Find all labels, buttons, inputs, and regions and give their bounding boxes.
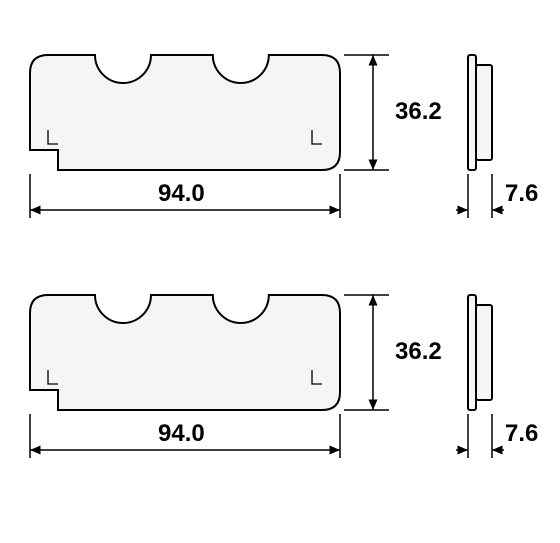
pad2-height-label: 36.2	[395, 338, 442, 366]
pad2-thickness-label: 7.6	[505, 420, 538, 448]
pad2-width-label: 94.0	[158, 420, 205, 448]
pad1-width-label: 94.0	[158, 180, 205, 208]
drawing-svg	[0, 0, 560, 543]
brake-pad-diagram: 36.2 94.0 7.6 36.2 94.0 7.6	[0, 0, 560, 543]
pad1-height-label: 36.2	[395, 98, 442, 126]
pad1-thickness-label: 7.6	[505, 180, 538, 208]
